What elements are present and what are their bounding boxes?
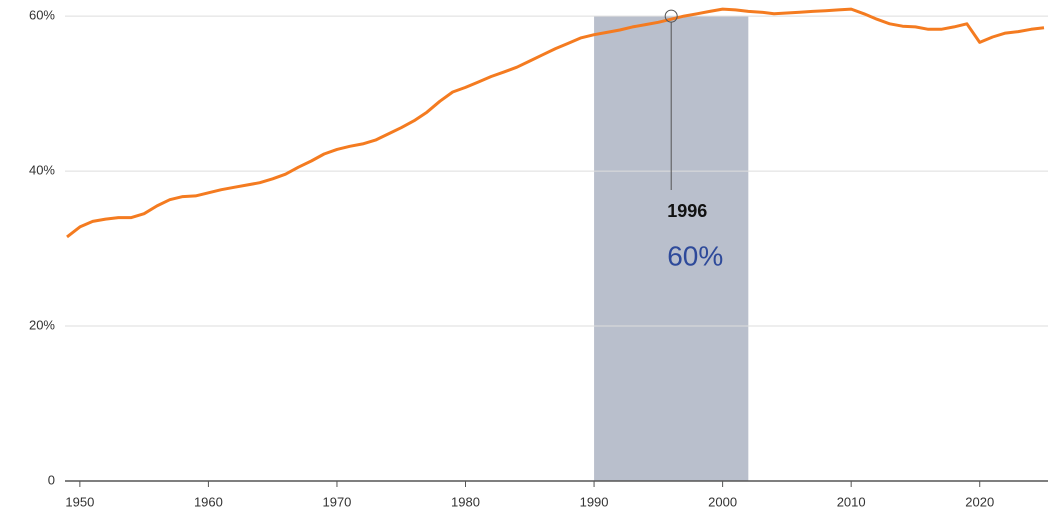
y-tick-label: 60% (29, 8, 55, 23)
annotation-value: 60% (667, 240, 723, 271)
y-tick-label: 20% (29, 317, 55, 332)
y-tick-label: 0 (48, 472, 55, 487)
x-tick-label: 1950 (65, 494, 94, 509)
annotation-year: 1996 (667, 201, 707, 221)
x-tick-label: 1990 (580, 494, 609, 509)
y-tick-label: 40% (29, 163, 55, 178)
x-tick-label: 1960 (194, 494, 223, 509)
x-tick-label: 2020 (965, 494, 994, 509)
x-tick-label: 1970 (322, 494, 351, 509)
data-line (66, 7, 1045, 239)
annotation-point (664, 9, 678, 23)
x-tick-label: 2010 (837, 494, 866, 509)
x-tick-label: 2000 (708, 494, 737, 509)
x-tick-label: 1980 (451, 494, 480, 509)
